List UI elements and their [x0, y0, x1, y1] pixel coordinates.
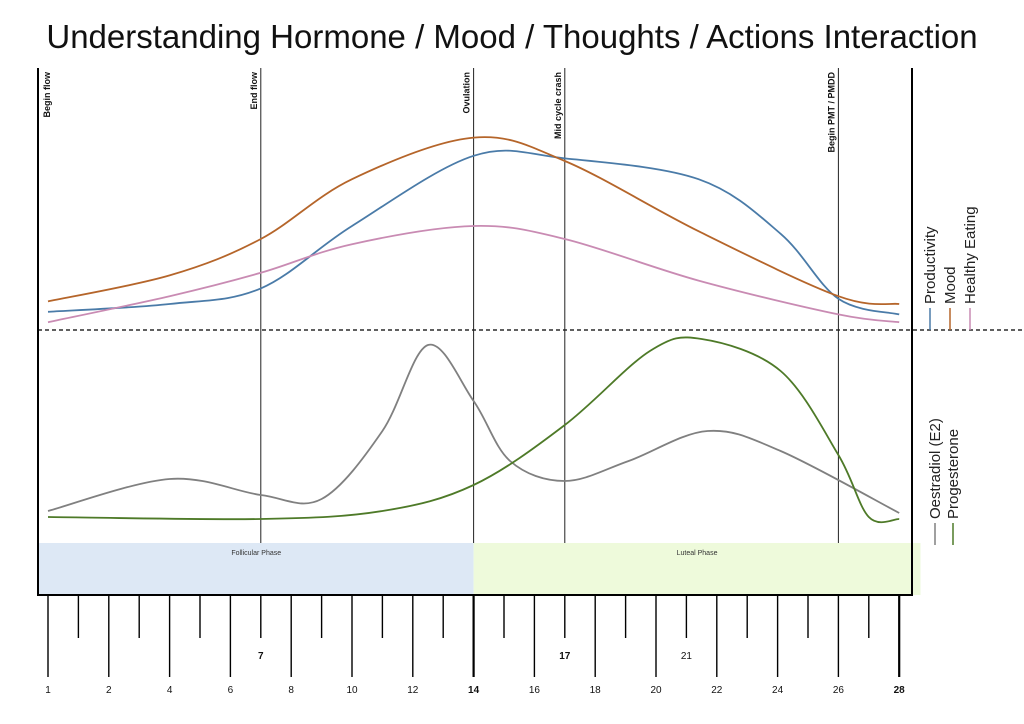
legend-label: Oestradiol (E2): [927, 418, 944, 519]
tick-label: 1: [45, 685, 51, 696]
tick-label: 24: [772, 685, 784, 696]
event-label: End flow: [249, 71, 259, 109]
event-label: Begin flow: [42, 71, 52, 117]
tick-label: 14: [468, 685, 480, 696]
tick-label: 10: [346, 685, 358, 696]
tick-label: 8: [288, 685, 294, 696]
tick-label: 18: [590, 685, 602, 696]
tick-label: 6: [228, 685, 234, 696]
tick-label: 16: [529, 685, 541, 696]
event-label: Begin PMT / PMDD: [826, 72, 836, 153]
chart-title: Understanding Hormone / Mood / Thoughts …: [46, 18, 978, 55]
tick-label: 28: [894, 685, 906, 696]
phase-label: Follicular Phase: [231, 550, 281, 557]
tick-label: 22: [711, 685, 723, 696]
tick-label: 4: [167, 685, 173, 696]
legend-label: Progesterone: [945, 429, 962, 519]
series-line-productivity: [47, 149, 900, 316]
phase-band: [38, 543, 474, 595]
tick-label: 12: [407, 685, 419, 696]
series-line-healthy-eating: [47, 225, 900, 324]
tick-mid-label: 21: [681, 651, 693, 662]
legend-label: Productivity: [922, 226, 939, 304]
tick-mid-label: 7: [258, 651, 264, 662]
series-line-progesterone: [47, 336, 900, 524]
tick-label: 26: [833, 685, 845, 696]
legend-label: Mood: [942, 266, 959, 304]
series-line-oestradiol-e2-: [47, 343, 900, 514]
event-label: Mid cycle crash: [553, 72, 563, 139]
tick-label: 20: [650, 685, 662, 696]
legend-label: Healthy Eating: [962, 206, 979, 304]
event-label: Ovulation: [462, 72, 472, 114]
phase-label: Luteal Phase: [677, 550, 718, 557]
tick-mid-label: 17: [559, 651, 571, 662]
series-line-mood: [47, 136, 900, 306]
tick-label: 2: [106, 685, 112, 696]
phase-band: [473, 543, 921, 595]
